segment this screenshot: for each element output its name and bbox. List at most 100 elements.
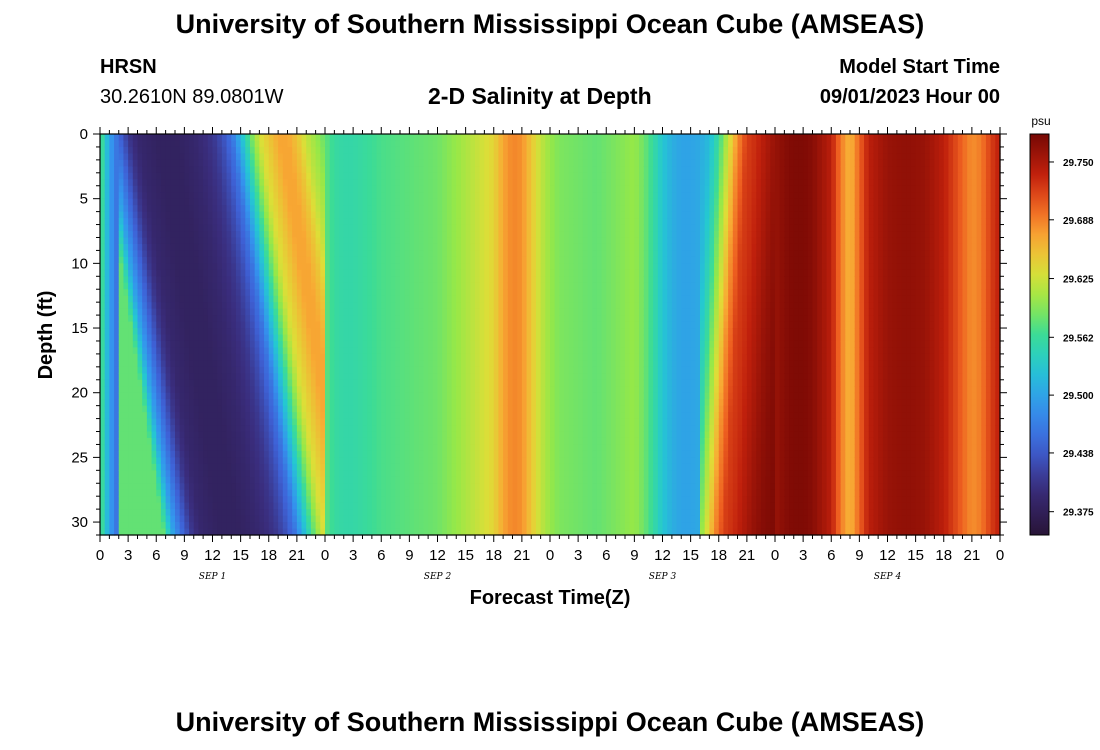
heatmap-cell [376,282,382,290]
heatmap-cell [404,366,410,374]
heatmap-cell [470,295,476,303]
heatmap-cell [329,379,335,387]
heatmap-cell [118,192,125,200]
heatmap-cell [217,470,223,478]
heatmap-cell [235,373,242,381]
heatmap-cell [460,489,467,497]
heatmap-cell [310,392,317,400]
heatmap-cell [315,509,321,517]
heatmap-cell [151,366,157,374]
heatmap-cell [245,399,251,407]
heatmap-cell [254,205,260,213]
heatmap-cell [329,405,335,413]
heatmap-cell [254,308,260,316]
heatmap-cell [376,373,382,381]
heatmap-cell [306,502,312,510]
heatmap-cell [287,373,293,381]
heatmap-cell [475,289,481,297]
heatmap-cell [160,295,167,303]
heatmap-cell [357,276,364,284]
heatmap-cell [414,366,420,374]
heatmap-cell [376,250,382,258]
heatmap-cell [254,418,260,426]
heatmap-cell [235,172,242,180]
heatmap-cell [357,418,364,426]
heatmap-cell [118,159,125,167]
heatmap-cell [109,431,115,439]
heatmap-cell [132,412,139,420]
heatmap-cell [470,444,476,452]
heatmap-cell [475,256,481,264]
heatmap-cell [198,302,204,310]
heatmap-cell [221,276,228,284]
heatmap-cell [250,211,256,219]
heatmap-cell [268,321,275,329]
heatmap-cell [156,315,162,323]
plot-subtitle: 2-D Salinity at Depth [428,83,652,109]
heatmap-cell [217,134,223,142]
heatmap-cell [104,405,110,413]
heatmap-cell [339,405,345,413]
heatmap-cell [109,172,115,180]
heatmap-cell [104,237,110,245]
heatmap-cell [268,347,275,355]
heatmap-cell [212,522,218,530]
heatmap-cell [221,399,228,407]
heatmap-cell [259,250,265,258]
heatmap-cell [362,179,368,187]
heatmap-cell [310,269,317,277]
heatmap-cell [189,237,195,245]
heatmap-cell [371,340,378,349]
heatmap-cell [189,308,195,316]
heatmap-cell [250,334,256,342]
heatmap-cell [179,289,185,297]
heatmap-cell [301,437,307,446]
heatmap-cell [381,412,387,420]
heatmap-cell [428,269,434,277]
heatmap-cell [203,315,209,323]
heatmap-cell [179,134,185,142]
heatmap-cell [432,418,439,426]
heatmap-cell [114,140,120,148]
heatmap-cell [128,476,134,484]
heatmap-cell [296,502,303,510]
heatmap-cell [109,185,115,193]
heatmap-cell [395,211,401,219]
heatmap-cell [301,166,307,174]
heatmap-cell [404,502,410,510]
heatmap-cell [362,185,368,193]
heatmap-cell [207,250,214,258]
heatmap-cell [475,224,481,232]
heatmap-cell [165,405,171,413]
heatmap-cell [343,334,350,342]
heatmap-cell [325,528,331,536]
heatmap-cell [301,386,307,394]
heatmap-cell [376,224,382,232]
heatmap-cell [310,218,317,226]
heatmap-cell [221,250,228,258]
heatmap-cell [221,179,228,187]
heatmap-cell [470,243,476,252]
heatmap-cell [250,321,256,329]
heatmap-cell [348,360,354,368]
heatmap-cell [100,457,106,465]
heatmap-cell [376,502,382,510]
heatmap-cell [217,172,223,180]
heatmap-cell [460,172,467,180]
heatmap-cell [282,153,289,161]
heatmap-cell [292,159,298,167]
heatmap-cell [292,185,298,193]
heatmap-cell [170,444,176,452]
heatmap-cell [146,308,153,316]
heatmap-cell [306,360,312,368]
heatmap-cell [156,450,162,458]
heatmap-cell [296,373,303,381]
heatmap-cell [146,315,153,323]
heatmap-cell [179,334,185,342]
heatmap-cell [193,179,200,187]
heatmap-cell [109,211,115,219]
heatmap-cell [264,179,270,187]
heatmap-cell [310,431,317,439]
heatmap-cell [357,185,364,193]
heatmap-cell [273,399,279,407]
